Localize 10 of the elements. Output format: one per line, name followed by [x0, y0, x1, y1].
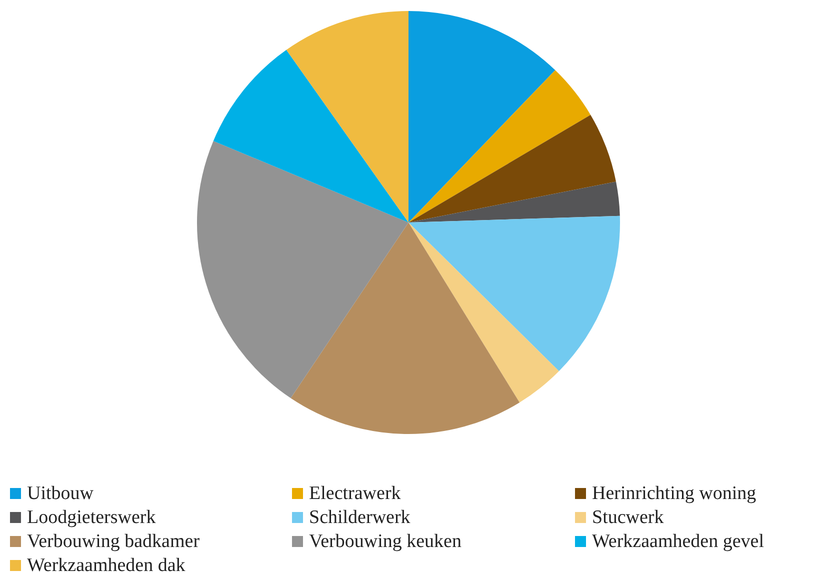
legend-label: Stucwerk — [592, 506, 664, 529]
legend-label: Loodgieterswerk — [27, 506, 156, 529]
legend-label: Werkzaamheden gevel — [592, 530, 764, 553]
legend-label: Schilderwerk — [309, 506, 410, 529]
legend-label: Verbouwing badkamer — [27, 530, 200, 553]
legend-label: Electrawerk — [309, 482, 401, 505]
legend-label: Verbouwing keuken — [309, 530, 462, 553]
legend-label: Herinrichting woning — [592, 482, 756, 505]
legend-label: Uitbouw — [27, 482, 94, 505]
legend-label: Werkzaamheden dak — [27, 554, 186, 573]
